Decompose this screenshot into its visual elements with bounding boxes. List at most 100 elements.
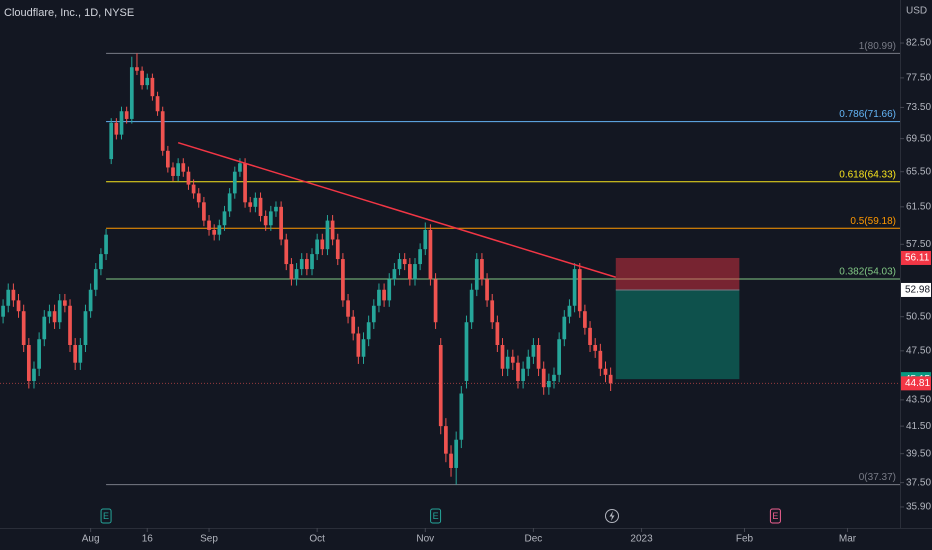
fib-label: 0.5(59.18) — [850, 216, 896, 227]
x-tick-label: Oct — [309, 534, 325, 545]
chart-title: Cloudflare, Inc., 1D, NYSE — [4, 7, 134, 19]
x-tick-label: Nov — [416, 534, 434, 545]
candle-body — [526, 356, 531, 369]
price-label: 56.11 — [905, 253, 930, 264]
candle-body — [428, 229, 433, 280]
candle-body — [93, 269, 98, 290]
candle-body — [485, 279, 489, 301]
candle-body — [109, 122, 114, 160]
candle-body — [294, 269, 299, 280]
y-tick-label: 57.50 — [906, 239, 931, 250]
event-label: E — [433, 511, 439, 521]
candle-body — [253, 197, 258, 207]
y-tick-label: 43.50 — [906, 395, 931, 406]
candle-body — [202, 202, 206, 221]
candle-body — [160, 111, 165, 151]
candle-body — [407, 264, 412, 280]
candle-body — [402, 259, 407, 265]
candle-body — [196, 193, 201, 203]
candle-body — [99, 254, 103, 270]
candle-body — [289, 264, 294, 280]
y-tick-label: 37.50 — [906, 477, 931, 488]
candle-body — [165, 150, 170, 168]
candle-body — [83, 311, 88, 346]
candle-body — [11, 289, 16, 301]
candle-body — [356, 333, 361, 357]
candle-body — [274, 206, 278, 212]
candle-body — [577, 269, 582, 312]
candle-body — [516, 362, 520, 381]
candle-body — [510, 356, 515, 363]
candle-body — [268, 211, 273, 226]
candle-body — [387, 279, 392, 301]
candle-body — [500, 345, 505, 369]
candle-body — [603, 368, 608, 375]
candle-body — [382, 289, 386, 301]
candle-body — [227, 193, 232, 212]
candle-body — [305, 259, 309, 270]
candle-body — [176, 163, 180, 176]
candle-body — [135, 67, 139, 71]
candle-body — [171, 167, 175, 176]
candle-body — [37, 339, 41, 369]
candle-body — [124, 111, 129, 119]
y-tick-label: 39.50 — [906, 448, 931, 459]
candle-body — [6, 289, 11, 306]
candle-body — [464, 322, 469, 381]
x-tick-label: 16 — [142, 534, 154, 545]
candle-body — [32, 368, 36, 381]
y-tick-label: 50.50 — [906, 311, 931, 322]
candle-body — [346, 300, 350, 317]
x-tick-label: Mar — [839, 534, 857, 545]
price-label-bg — [901, 282, 931, 297]
candle-body — [129, 67, 134, 119]
event-icon — [769, 508, 781, 524]
fib-label: 0.382(54.03) — [839, 267, 896, 278]
price-label-bg — [901, 376, 931, 391]
target-zone — [615, 289, 740, 380]
candle-body — [1, 305, 5, 317]
candle-body — [104, 234, 108, 255]
candle-body — [341, 259, 345, 301]
candle-body — [423, 229, 428, 250]
trend-line — [177, 141, 617, 278]
candle-body — [310, 254, 314, 270]
candle-body — [232, 171, 237, 194]
fib-label: 1(80.99) — [859, 41, 896, 52]
candle-body — [263, 215, 268, 226]
lightning — [609, 511, 615, 521]
candle-body — [366, 322, 371, 340]
candle-body — [377, 289, 381, 306]
candle-body — [42, 316, 47, 340]
candle-body — [181, 163, 186, 172]
candle-body — [78, 345, 83, 363]
candle-body — [392, 269, 397, 280]
x-tick-label: 2023 — [630, 534, 653, 545]
fib-label: 0.786(71.66) — [839, 109, 896, 120]
candle-body — [21, 311, 26, 346]
candle-body — [469, 289, 474, 323]
replay-icon[interactable] — [605, 509, 619, 523]
candle-body — [191, 184, 196, 194]
candle-body — [371, 305, 376, 323]
candle-body — [521, 368, 525, 381]
candle-body — [495, 322, 500, 346]
x-tick-label: Aug — [82, 534, 100, 545]
y-tick-label: 65.50 — [906, 166, 931, 177]
candle-body — [73, 345, 78, 363]
candle-body — [155, 96, 160, 112]
stop-zone — [615, 257, 740, 290]
candle-body — [474, 259, 479, 290]
event-icon — [100, 508, 112, 524]
candle-body — [217, 225, 222, 235]
candle-body — [397, 259, 402, 270]
candle-body — [438, 345, 443, 427]
candle-body — [433, 279, 438, 323]
candle-body — [315, 239, 320, 255]
candle-body — [536, 345, 541, 369]
currency-label: USD — [906, 6, 927, 17]
plot: 82.50 77.50 73.50 69.50 65.50 61.50 57.50 50.50… — [0, 38, 931, 545]
candle-body — [583, 311, 587, 328]
